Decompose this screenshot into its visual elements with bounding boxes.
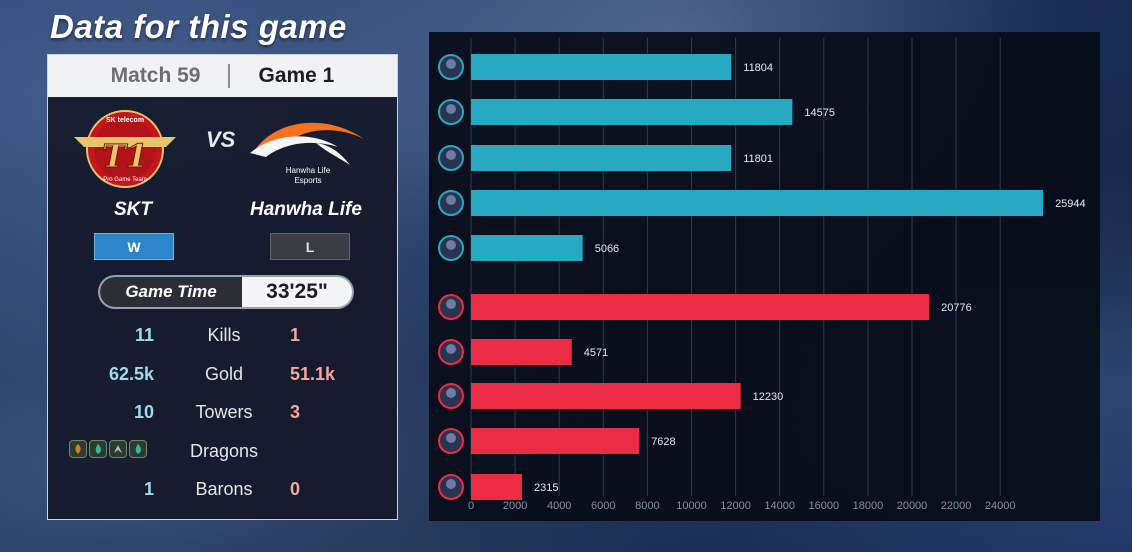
skt-logo: SK telecom T1 Pro Game Team [74,110,176,188]
page-title: Data for this game [50,8,347,45]
damage-bar [471,294,930,320]
x-tick-label: 10000 [676,500,707,512]
x-tick-label: 12000 [720,500,751,512]
stat-left-value: 62.5k [108,364,154,384]
game-number: Game 1 [258,64,335,87]
damage-bar-chart: 0 2000 4000 6000 8000 10000 12000 14000 16000 180… [438,38,1086,512]
damage-bar [471,383,741,409]
stat-label: Towers [195,402,253,422]
stat-row-dragons: Dragons [48,437,399,467]
stat-label: Gold [204,364,244,384]
damage-bar [471,99,793,125]
cloud-dragon-icon [109,440,127,458]
champion-portrait-face [446,433,456,443]
bar-value-label: 5066 [595,243,619,255]
game-time: Game Time 33'25" [100,277,352,307]
champion-portrait-face [446,59,456,69]
champion-portrait-face [446,150,456,160]
x-tick-label: 16000 [809,500,840,512]
bar-value-label: 7628 [651,436,675,448]
x-tick-label: 2000 [503,500,527,512]
damage-bar [471,235,583,261]
x-tick-label: 0 [468,500,474,512]
bar-value-label: 25944 [1055,198,1086,210]
match-header: Match 59 Game 1 [48,55,397,97]
stat-row-barons: 1 Barons 0 [48,475,399,505]
x-tick-label: 20000 [897,500,928,512]
hanwha-logo-text: Hanwha Life [286,166,331,175]
bar-value-label: 12230 [753,391,784,403]
stat-row-towers: 10 Towers 3 [48,398,399,428]
ocean-dragon-icon [89,440,107,458]
x-tick-label: 22000 [941,500,972,512]
damage-bar [471,474,523,500]
match-summary-panel: Match 59 Game 1 SK telecom T1 Pro Game T… [47,54,398,520]
stat-right-value: 1 [290,325,301,345]
skt-dragon-icons [69,440,147,458]
match-divider [228,64,231,88]
hanwha-life-logo: Hanwha Life Esports [250,122,364,185]
skt-logo-bottom-text: Pro Game Team [103,177,147,183]
stat-label: Kills [207,325,241,345]
stat-row-gold: 62.5k Gold 51.1k [48,360,399,390]
champion-portrait-face [446,388,456,398]
infernal-dragon-icon [69,440,87,458]
bar-value-label: 4571 [584,347,608,359]
stat-label: Barons [195,479,253,499]
x-tick-label: 6000 [591,500,615,512]
versus-label: VS [206,127,236,152]
x-tick-label: 8000 [635,500,659,512]
stat-left-value: 1 [143,479,154,499]
champion-portrait-face [446,104,456,114]
skt-logo-main-text: T1 [102,137,148,175]
x-tick-label: 24000 [985,500,1016,512]
damage-bar [471,145,732,171]
match-number: Match 59 [110,64,201,87]
team-name-skt: SKT [114,199,152,220]
stat-row-kills: 11 Kills 1 [48,321,399,351]
stat-left-value: 11 [134,325,154,345]
damage-bar [471,54,732,80]
stat-right-value: 0 [290,479,301,499]
skt-logo-top-text: SK telecom [106,117,144,124]
result-badge-hanwha: L [270,233,350,260]
champion-portrait-face [446,240,456,250]
teams-area: SK telecom T1 Pro Game Team VS Hanwha Li… [48,97,397,220]
stat-left-value: 10 [133,402,154,422]
champion-portrait-face [446,479,456,489]
stat-right-value: 3 [290,402,301,422]
ocean-dragon-icon [129,440,147,458]
bar-value-label: 2315 [534,482,558,494]
damage-bar [471,339,572,365]
bar-value-label: 20776 [941,302,972,314]
team-name-hanwha: Hanwha Life [250,199,362,220]
stat-label: Dragons [189,441,259,461]
damage-chart-panel: 0 2000 4000 6000 8000 10000 12000 14000 16000 180… [429,32,1100,521]
bar-value-label: 11804 [743,62,773,74]
stat-right-value: 51.1k [290,364,336,384]
result-badge-skt: W [94,233,174,260]
game-time-value: 33'25" [266,280,328,303]
champion-portrait-face [446,344,456,354]
x-tick-label: 4000 [547,500,571,512]
damage-bar [471,428,640,454]
hanwha-logo-text2: Esports [294,176,321,185]
game-time-label: Game Time [100,277,242,307]
champion-portrait-face [446,299,456,309]
bar-value-label: 11801 [743,153,773,165]
damage-bar [471,190,1044,216]
bar-value-label: 14575 [804,107,835,119]
x-tick-label: 14000 [764,500,795,512]
x-tick-label: 18000 [853,500,884,512]
champion-portrait-face [446,195,456,205]
